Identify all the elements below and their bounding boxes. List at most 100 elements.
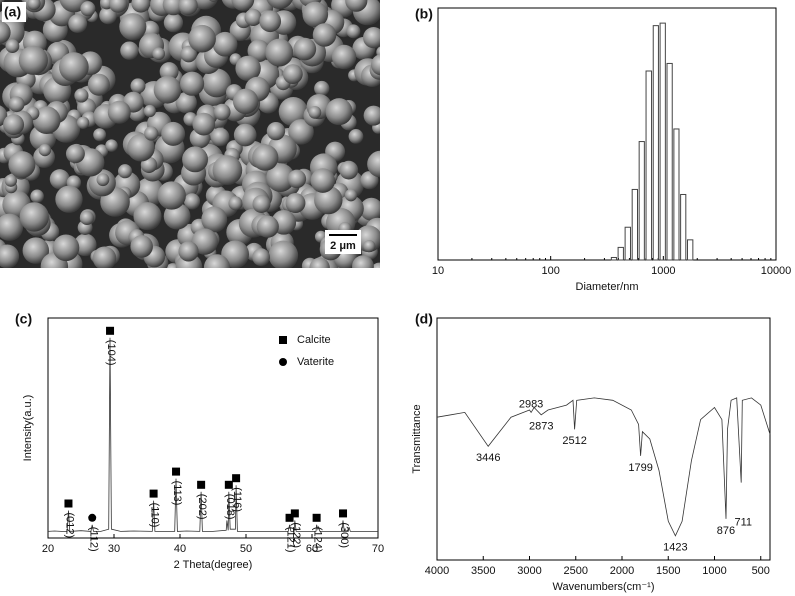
peak-label: (112)	[87, 527, 99, 552]
particle	[18, 45, 48, 75]
particle	[210, 127, 230, 147]
peak-label: 3446	[476, 452, 500, 464]
particle	[178, 0, 198, 16]
particle	[27, 0, 41, 11]
x-tick-label: 30	[108, 543, 120, 555]
particle	[268, 240, 299, 268]
x-tick-label: 1500	[656, 565, 680, 577]
particle	[201, 206, 228, 233]
particle	[309, 257, 330, 268]
particle	[80, 1, 96, 17]
bar	[610, 256, 617, 261]
particle	[191, 0, 218, 10]
particle	[244, 8, 262, 27]
peak-marker	[149, 489, 158, 498]
particle	[59, 52, 89, 82]
particle	[183, 193, 201, 210]
bar	[659, 22, 666, 261]
particle	[252, 144, 279, 171]
particle	[202, 68, 232, 98]
peak-marker	[172, 467, 181, 476]
x-tick-label: 50	[240, 543, 252, 555]
peak-marker	[232, 474, 241, 483]
peak-marker	[224, 480, 233, 489]
y-axis-title: Transmittance	[411, 404, 423, 473]
particle	[367, 150, 380, 178]
particle	[179, 71, 205, 96]
particle	[22, 237, 50, 264]
particle	[348, 129, 364, 144]
peak-marker	[106, 326, 115, 335]
peak-label: (124)	[312, 527, 324, 553]
x-tick-label: 60	[306, 543, 318, 555]
particle	[285, 193, 306, 213]
bar	[652, 25, 659, 261]
particle	[65, 144, 85, 164]
particle	[119, 13, 147, 41]
particle	[127, 133, 155, 162]
particle	[331, 44, 357, 70]
x-axis-title: 2 Theta(degree)	[174, 559, 253, 571]
particle	[133, 202, 162, 231]
particle	[157, 181, 186, 210]
particle	[282, 64, 303, 84]
particle	[96, 173, 110, 187]
particle	[308, 105, 322, 119]
bar	[673, 128, 680, 261]
particle	[352, 255, 374, 268]
particle	[182, 146, 209, 173]
particle	[212, 155, 243, 186]
particle	[346, 24, 361, 39]
particle	[188, 24, 216, 53]
peak-label: 711	[734, 516, 752, 528]
particle	[302, 1, 329, 28]
x-tick-label: 2500	[564, 565, 588, 577]
particle	[55, 185, 83, 213]
particle	[68, 14, 88, 34]
peak-label: 2512	[562, 435, 586, 447]
x-tick-label: 3500	[471, 565, 495, 577]
particle	[79, 210, 95, 226]
particle	[293, 37, 317, 61]
particle	[266, 121, 286, 141]
particle	[87, 73, 110, 96]
bar	[686, 239, 694, 261]
bar	[680, 193, 687, 261]
particle	[143, 104, 156, 118]
particle	[8, 151, 36, 179]
particle	[228, 196, 243, 211]
x-tick-label: 1000	[702, 565, 726, 577]
particle	[30, 189, 44, 204]
x-tick-label: 3000	[517, 565, 541, 577]
particle	[180, 45, 197, 63]
particle	[266, 0, 293, 10]
plot-frame	[47, 317, 379, 539]
particle	[131, 0, 151, 13]
peak-marker	[339, 509, 348, 518]
particle	[92, 246, 117, 268]
particle	[120, 41, 139, 60]
peak-label: 2873	[529, 421, 553, 433]
particle	[117, 164, 133, 179]
particle	[235, 55, 261, 82]
particle	[256, 215, 279, 238]
particle	[76, 116, 90, 129]
peak-label: (012)	[64, 513, 76, 539]
peak-label: (300)	[338, 522, 350, 548]
particle	[212, 31, 238, 57]
panel-label: (b)	[415, 6, 433, 22]
spectrum-line	[47, 337, 378, 532]
particle	[232, 88, 259, 115]
plot-frame	[437, 7, 777, 261]
particle	[312, 23, 337, 47]
particle	[0, 244, 20, 268]
particle	[99, 6, 117, 25]
particle	[314, 185, 343, 215]
particle	[363, 27, 380, 49]
peak-marker	[285, 513, 294, 522]
particle	[259, 10, 282, 33]
bar	[624, 226, 631, 261]
particle	[49, 169, 70, 190]
particle	[359, 197, 380, 221]
peak-label: (122)	[290, 522, 302, 548]
